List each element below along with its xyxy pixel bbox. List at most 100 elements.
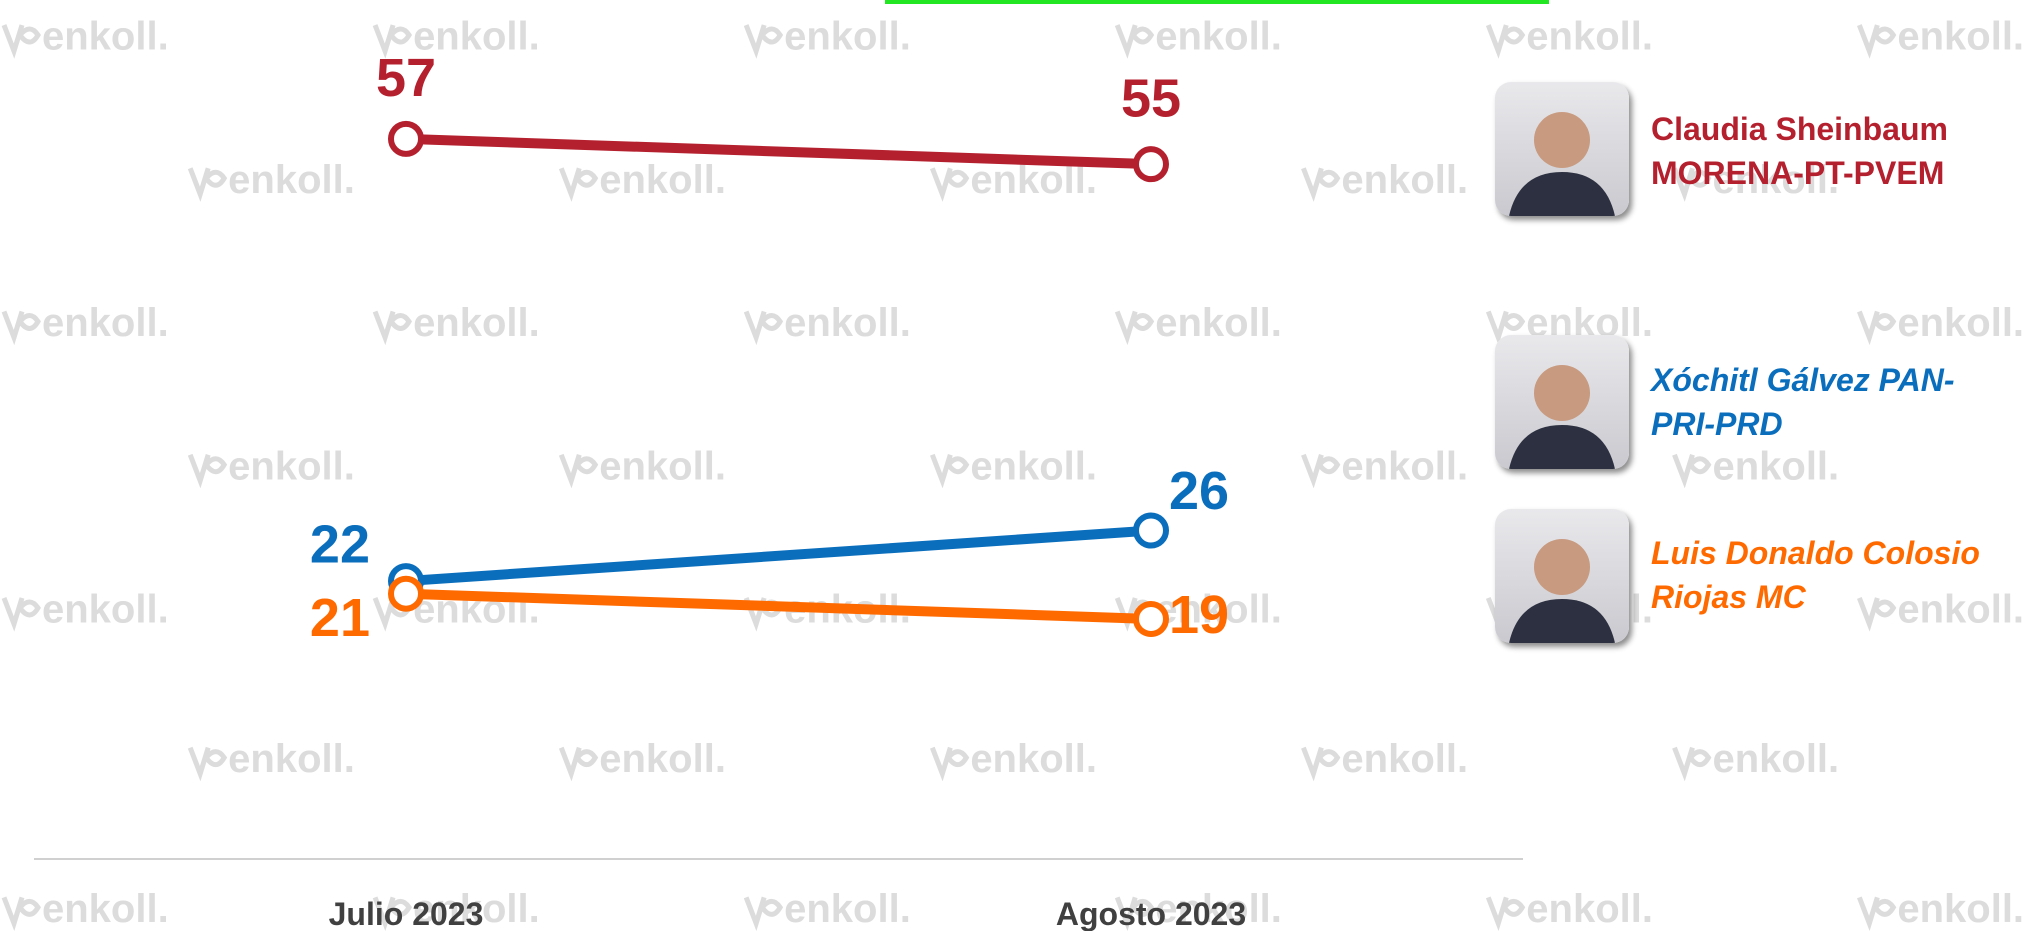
watermark-logo xyxy=(561,748,595,774)
value-label: 21 xyxy=(310,588,370,648)
watermark-logo xyxy=(1117,312,1151,338)
watermark: enkoll. xyxy=(746,301,911,345)
candidate-name: Claudia Sheinbaum xyxy=(1651,111,1948,147)
legend-text: Luis Donaldo Colosio Riojas MC xyxy=(1651,531,1996,619)
x-tick-label: Agosto 2023 xyxy=(1056,896,1246,931)
watermark-logo xyxy=(1859,312,1893,338)
watermark-logo xyxy=(190,455,224,481)
watermark-logo xyxy=(1674,748,1708,774)
watermark: enkoll. xyxy=(561,444,726,488)
watermark: enkoll. xyxy=(1488,887,1653,931)
silhouette xyxy=(1495,335,1629,469)
watermark: enkoll. xyxy=(1303,158,1468,202)
point-marker xyxy=(1136,516,1166,546)
watermark-logo xyxy=(4,598,38,624)
watermark: enkoll. xyxy=(1303,444,1468,488)
watermark-logo xyxy=(375,25,409,51)
watermark-text: enkoll. xyxy=(1526,15,1653,59)
watermark-logo xyxy=(190,748,224,774)
silhouette xyxy=(1495,82,1629,216)
watermark-logo xyxy=(561,455,595,481)
watermark: enkoll. xyxy=(4,301,169,345)
watermark-logo xyxy=(4,312,38,338)
watermark: enkoll. xyxy=(1674,737,1839,781)
watermark-text: enkoll. xyxy=(42,887,169,931)
watermark-logo xyxy=(1303,748,1337,774)
watermark-text: enkoll. xyxy=(1526,887,1653,931)
value-label: 55 xyxy=(1121,68,1181,128)
watermark: enkoll. xyxy=(1488,15,1653,59)
watermark-logo xyxy=(561,168,595,194)
watermark-text: enkoll. xyxy=(1341,737,1468,781)
watermark: enkoll. xyxy=(746,15,911,59)
watermark: enkoll. xyxy=(1117,301,1282,345)
watermark-logo xyxy=(4,897,38,923)
watermark-text: enkoll. xyxy=(42,15,169,59)
watermark-text: enkoll. xyxy=(1155,301,1282,345)
legend-text: Claudia Sheinbaum MORENA-PT-PVEM xyxy=(1651,107,1996,195)
watermark-text: enkoll. xyxy=(599,737,726,781)
candidate-party: MORENA-PT-PVEM xyxy=(1651,155,1944,191)
candidate-photo xyxy=(1495,82,1629,216)
value-label: 57 xyxy=(376,48,436,108)
watermark-text: enkoll. xyxy=(413,301,540,345)
watermark: enkoll. xyxy=(1674,444,1839,488)
watermark-logo xyxy=(1303,168,1337,194)
watermark-text: enkoll. xyxy=(42,301,169,345)
watermark-logo xyxy=(1674,455,1708,481)
watermark-text: enkoll. xyxy=(784,887,911,931)
candidate-name: Xóchitl Gálvez xyxy=(1651,362,1870,398)
watermark-text: enkoll. xyxy=(228,444,355,488)
watermark-logo xyxy=(1488,312,1522,338)
watermark-logo xyxy=(4,25,38,51)
watermark: enkoll. xyxy=(4,887,169,931)
top-bar xyxy=(885,0,1549,4)
watermark: enkoll. xyxy=(375,301,540,345)
candidate-party: MC xyxy=(1756,579,1806,615)
candidate-name: Luis Donaldo Colosio Riojas xyxy=(1651,535,1980,615)
candidate-photo xyxy=(1495,509,1629,643)
watermark-text: enkoll. xyxy=(1341,444,1468,488)
watermark-logo xyxy=(190,168,224,194)
value-label: 22 xyxy=(310,514,370,574)
watermark-text: enkoll. xyxy=(599,158,726,202)
watermark-text: enkoll. xyxy=(1897,887,2024,931)
watermark-text: enkoll. xyxy=(970,737,1097,781)
watermark: enkoll. xyxy=(561,737,726,781)
watermark-logo xyxy=(746,312,780,338)
watermark-logo xyxy=(932,168,966,194)
watermark-text: enkoll. xyxy=(228,158,355,202)
watermark-logo xyxy=(1117,25,1151,51)
silhouette xyxy=(1495,509,1629,643)
watermark: enkoll. xyxy=(1859,301,2024,345)
watermark-logo xyxy=(375,312,409,338)
watermark: enkoll. xyxy=(561,158,726,202)
watermark-logo xyxy=(1488,897,1522,923)
watermark: enkoll. xyxy=(4,588,169,632)
watermark-text: enkoll. xyxy=(1897,301,2024,345)
watermark-logo xyxy=(1859,25,1893,51)
watermark: enkoll. xyxy=(932,737,1097,781)
value-label: 26 xyxy=(1169,461,1229,521)
legend-text: Xóchitl Gálvez PAN-PRI-PRD xyxy=(1651,358,1996,446)
point-marker xyxy=(391,124,421,154)
watermark-text: enkoll. xyxy=(1897,15,2024,59)
watermark-text: enkoll. xyxy=(1712,444,1839,488)
x-tick-label: Julio 2023 xyxy=(329,896,484,931)
series-line xyxy=(406,531,1151,582)
watermark-logo xyxy=(1859,897,1893,923)
watermark-logo xyxy=(932,455,966,481)
watermark: enkoll. xyxy=(1303,737,1468,781)
watermark-logo xyxy=(1303,455,1337,481)
watermark-text: enkoll. xyxy=(1712,737,1839,781)
watermark-text: enkoll. xyxy=(42,588,169,632)
page: enkoll. enkoll. enkoll. enkoll. enkoll. enkol… xyxy=(0,0,2041,931)
watermark: enkoll. xyxy=(190,737,355,781)
watermark: enkoll. xyxy=(190,158,355,202)
watermark-logo xyxy=(746,897,780,923)
watermark-text: enkoll. xyxy=(784,301,911,345)
watermark-text: enkoll. xyxy=(1341,158,1468,202)
watermark-text: enkoll. xyxy=(1155,15,1282,59)
series-line xyxy=(406,139,1151,164)
watermark: enkoll. xyxy=(1117,15,1282,59)
